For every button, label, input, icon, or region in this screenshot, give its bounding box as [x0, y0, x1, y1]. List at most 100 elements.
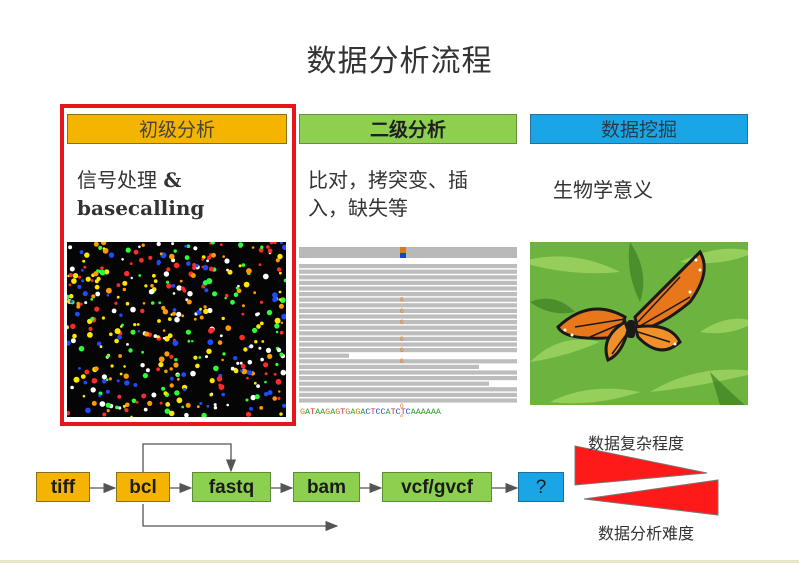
fluorescence-dot [176, 311, 182, 317]
fluorescence-dot [241, 263, 246, 267]
fluorescence-dot [152, 273, 156, 278]
fluorescence-dot [256, 384, 260, 388]
fluorescence-dot [77, 284, 82, 289]
fluorescence-dot [101, 316, 105, 320]
reference-base: T [401, 407, 406, 417]
fluorescence-dot [245, 411, 252, 417]
fluorescence-dot [267, 390, 273, 396]
fluorescence-dot [114, 338, 119, 344]
read-row [299, 264, 517, 269]
fluorescence-dot [199, 402, 203, 405]
fluorescence-dot [93, 242, 99, 247]
fluorescence-dot [201, 265, 204, 269]
fluorescence-dot [259, 406, 264, 410]
fluorescence-dot [186, 261, 191, 266]
fluorescence-dot [80, 374, 86, 379]
fluorescence-dot [208, 266, 214, 272]
fluorescence-dot [81, 268, 84, 272]
fluorescence-dot [241, 368, 248, 375]
reference-base: G [300, 407, 305, 417]
butterfly-image [530, 242, 748, 405]
fluorescence-dot [186, 299, 192, 305]
fluorescence-dot [162, 337, 166, 340]
fluorescence-dot [264, 372, 268, 376]
fluorescence-dot [120, 325, 123, 328]
fluorescence-dot [282, 244, 286, 250]
fluorescence-dot [100, 242, 107, 246]
secondary-analysis-description: 比对，拷突变、插 入，缺失等 [308, 166, 508, 222]
read-row [299, 342, 517, 347]
fluorescence-dot [278, 390, 281, 393]
read-row [299, 336, 517, 341]
fluorescence-dot [78, 367, 81, 370]
fluorescence-dot [275, 362, 279, 367]
fluorescence-dot [69, 300, 73, 303]
fluorescence-dot [168, 410, 175, 417]
fluorescence-dot [117, 394, 122, 399]
fluorescence-dot [164, 408, 171, 414]
fluorescence-dot [219, 243, 223, 246]
fluorescence-dot [105, 378, 109, 381]
fluorescence-dot [246, 376, 249, 380]
fluorescence-dot [272, 396, 277, 401]
fluorescence-dot [203, 308, 209, 315]
fluorescence-dot [207, 255, 212, 260]
fluorescence-dot [138, 274, 142, 277]
fluorescence-dot [181, 314, 185, 318]
fluorescence-dot [157, 319, 161, 323]
fluorescence-dot [104, 269, 110, 275]
reference-base: A [426, 407, 432, 417]
fluorescence-dot [161, 386, 166, 391]
fluorescence-dot [206, 348, 212, 354]
fluorescence-dot [145, 368, 150, 373]
fluorescence-dot [249, 344, 254, 349]
fluorescence-dot [79, 250, 84, 255]
fluorescence-dot [169, 383, 174, 388]
fluorescence-dot [181, 372, 187, 377]
fluorescence-dot [83, 380, 88, 385]
fluorescence-dot [90, 316, 95, 322]
fluorescence-dot [195, 363, 200, 369]
fluorescence-dot [224, 293, 229, 298]
fluorescence-dot [171, 284, 176, 288]
fluorescence-dot [264, 380, 267, 384]
fluorescence-dot [174, 358, 178, 362]
read-row [299, 348, 517, 353]
flow-step-bcl: bcl [116, 472, 170, 502]
fluorescence-dot [159, 401, 163, 405]
fluorescence-dot [236, 288, 242, 294]
fluorescence-dot [102, 247, 106, 250]
fluorescence-dot [68, 273, 73, 278]
fluorescence-dot [85, 407, 91, 414]
fluorescence-dot [90, 298, 94, 301]
fluorescence-dot [106, 293, 110, 297]
fluorescence-dot [135, 400, 139, 404]
fluorescence-dot [68, 245, 73, 250]
reference-base: G [355, 407, 360, 417]
fluorescence-dot [267, 248, 273, 254]
fluorescence-dot [123, 365, 126, 368]
mismatch-letter: G [400, 336, 404, 343]
fluorescence-dot [95, 291, 101, 297]
fluorescence-dot [277, 253, 283, 260]
fluorescence-dot [165, 402, 171, 407]
fluorescence-dot [82, 291, 88, 297]
read-row [299, 325, 517, 330]
fluorescence-dot [79, 302, 83, 306]
fluorescence-dot [125, 402, 130, 408]
fluorescence-image [67, 242, 286, 417]
fluorescence-dot [119, 372, 123, 376]
mismatch-letter: G [400, 403, 404, 410]
fluorescence-dot [277, 396, 281, 400]
fluorescence-dot [219, 334, 223, 338]
fluorescence-dot [262, 273, 269, 280]
fluorescence-dot [263, 362, 269, 368]
fluorescence-dot [281, 313, 286, 320]
reference-base: A [320, 407, 326, 417]
fluorescence-dot [243, 347, 248, 352]
fluorescence-dot [276, 348, 282, 353]
flow-step-unknown: ? [518, 472, 564, 502]
fluorescence-dot [100, 266, 104, 270]
fluorescence-dot [263, 392, 269, 397]
